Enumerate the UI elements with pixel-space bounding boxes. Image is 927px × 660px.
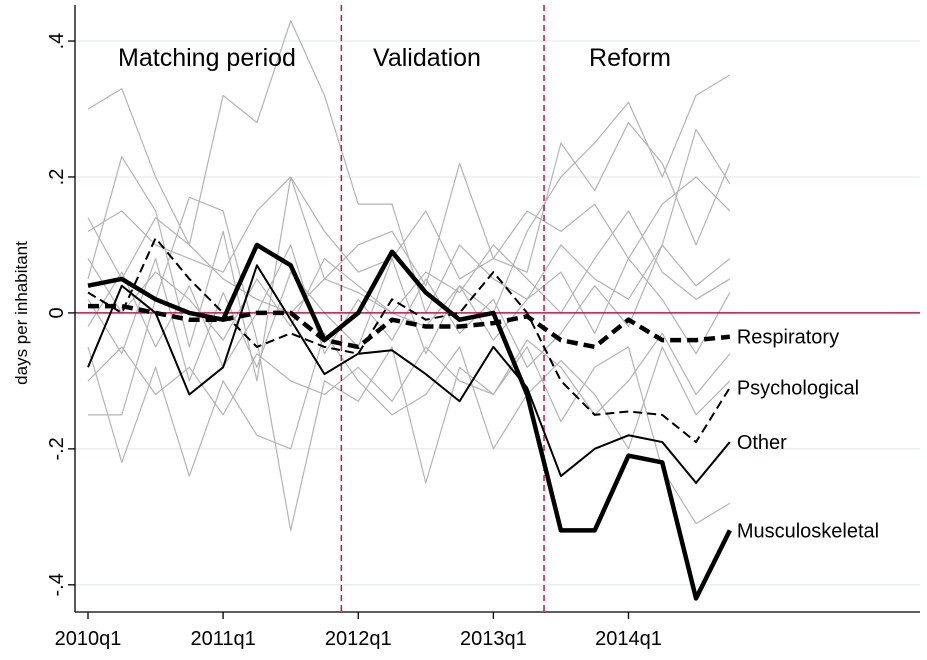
y-tick-label: .2 (46, 169, 68, 186)
series-label: Respiratory (737, 327, 839, 349)
series-label: Psychological (737, 378, 859, 400)
placebo-line (87, 121, 731, 382)
placebo-line (87, 210, 731, 341)
period-label: Validation (373, 44, 481, 72)
period-label: Reform (589, 44, 671, 72)
placebo-line (87, 176, 731, 280)
x-tick-label: 2013q1 (460, 628, 527, 650)
series-line (88, 303, 731, 350)
placebo-line (88, 196, 731, 532)
placebo-line (87, 74, 731, 328)
series-label: Musculoskeletal (737, 520, 879, 542)
series-line (87, 242, 732, 601)
series-line (87, 264, 731, 484)
x-tick-label: 2010q1 (55, 628, 122, 650)
y-tick-label: 0 (46, 307, 68, 318)
y-axis-title: days per inhabitant (12, 241, 31, 385)
placebo-line (87, 332, 731, 416)
y-tick-label: -.4 (46, 573, 68, 596)
placebo-line (87, 332, 731, 477)
x-tick-label: 2012q1 (325, 628, 392, 650)
x-tick-label: 2011q1 (190, 628, 255, 650)
series-line (87, 237, 731, 444)
placebo-line (87, 244, 731, 368)
y-tick-label: -.2 (46, 437, 68, 460)
x-tick-label: 2014q1 (595, 628, 662, 650)
series-label: Other (737, 432, 787, 454)
period-label: Matching period (118, 44, 296, 72)
placebo-line (87, 257, 731, 382)
plot: .4 .2 0 -.2 -.4 2010q1 2011q1 2012q1 2013q1 2014q… (46, 5, 920, 650)
y-tick-label: .4 (46, 33, 68, 50)
